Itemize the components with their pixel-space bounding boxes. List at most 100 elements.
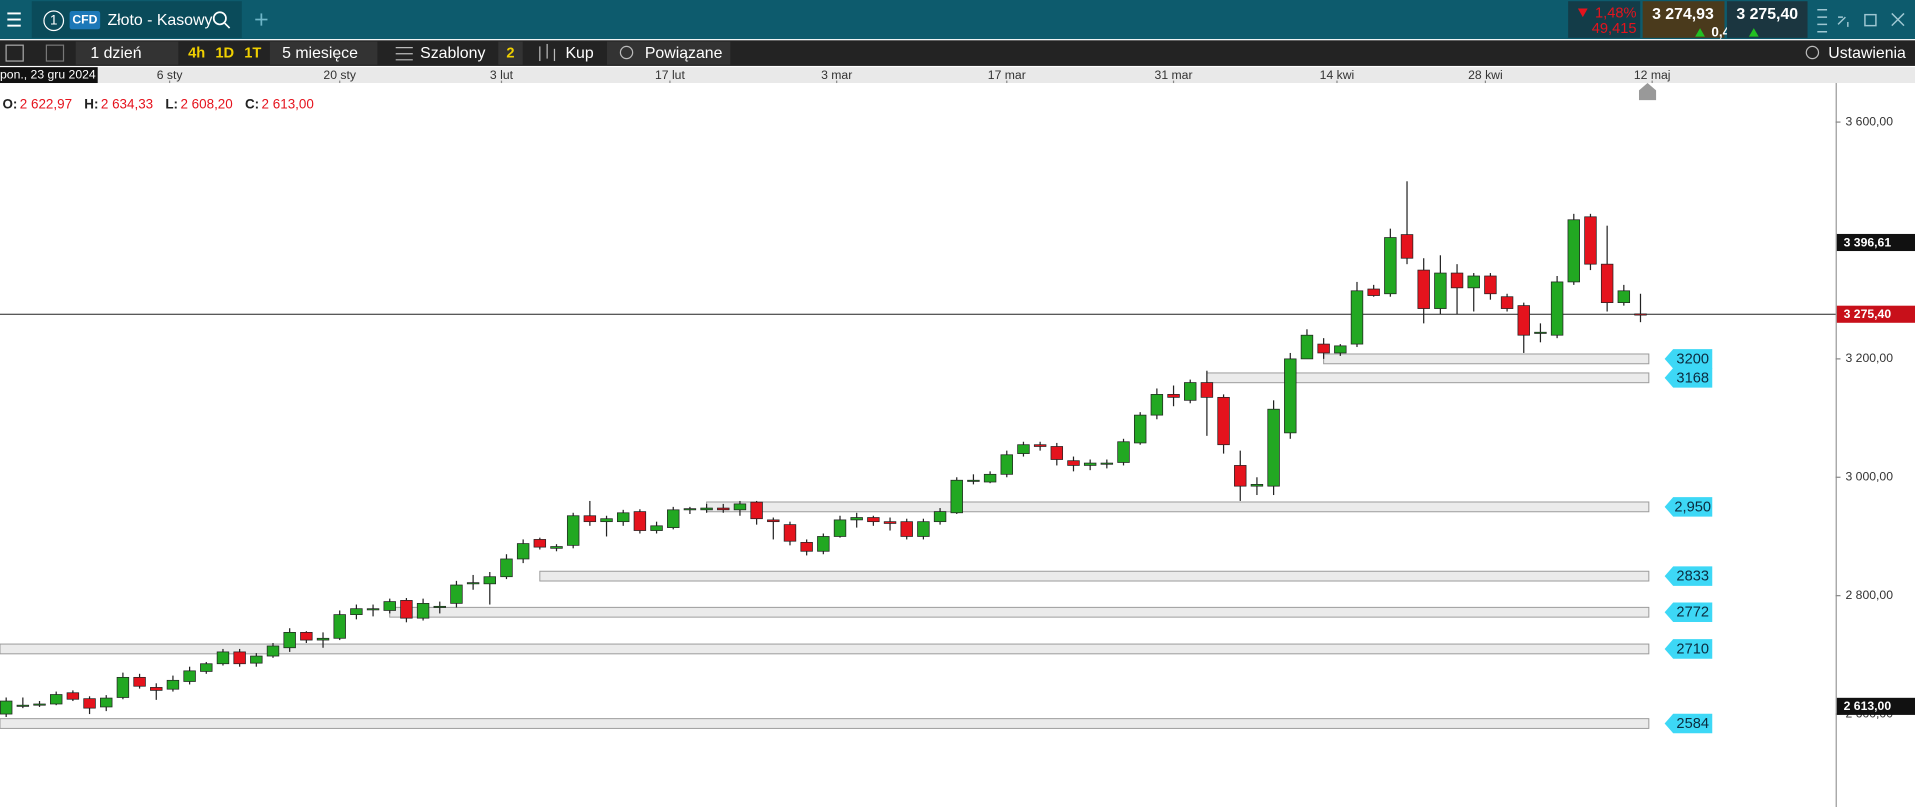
- price-marker: [1836, 233, 1915, 252]
- count-box[interactable]: [498, 41, 523, 65]
- price-axis: [1835, 83, 1915, 807]
- candle-body: [500, 558, 513, 578]
- list-icon[interactable]: [5, 44, 24, 62]
- candle-body: [0, 700, 13, 715]
- candle-body: [633, 511, 647, 531]
- x-tick-label: 12 maj: [1634, 68, 1671, 82]
- templates-icon[interactable]: [395, 47, 413, 61]
- now-marker[interactable]: [1638, 83, 1657, 101]
- x-tick-label: 6 sty: [157, 68, 184, 82]
- add-tab[interactable]: [255, 13, 268, 26]
- candle-body: [533, 539, 547, 548]
- templates[interactable]: Szablony: [420, 45, 485, 62]
- candle-body: [350, 608, 363, 615]
- buy-icon[interactable]: [539, 43, 556, 62]
- candle-body: [1167, 394, 1180, 398]
- candle-body: [1083, 462, 1097, 466]
- candle-body: [1184, 382, 1197, 401]
- candle-body: [900, 521, 913, 537]
- buy[interactable]: Kup: [565, 45, 593, 62]
- price-marker: [1836, 697, 1915, 715]
- candle-body: [983, 473, 997, 483]
- candle-body: [1284, 358, 1297, 434]
- related-icon: [619, 45, 634, 60]
- legend-label: H:: [84, 97, 98, 112]
- tab-number: 1: [50, 12, 57, 27]
- candle-body: [867, 517, 880, 523]
- candle-body: [1100, 462, 1114, 465]
- quick-interval[interactable]: 1T: [244, 46, 261, 62]
- candle-body: [783, 524, 797, 542]
- range[interactable]: 5 miesięce: [282, 45, 358, 62]
- candle-body: [450, 584, 463, 604]
- search-icon[interactable]: [212, 11, 231, 29]
- candle-body: [383, 601, 396, 611]
- candle-body: [1417, 269, 1430, 309]
- candle-body: [1000, 454, 1013, 475]
- candle-body: [883, 521, 897, 524]
- layout-icon[interactable]: [45, 44, 65, 62]
- candle-body: [1200, 382, 1214, 398]
- instrument-tab[interactable]: [31, 1, 242, 38]
- date-axis: [0, 67, 1915, 84]
- candle-body: [283, 632, 296, 649]
- y-tick-label: 2 800,00: [1845, 588, 1893, 602]
- related[interactable]: Powiązane: [645, 45, 723, 62]
- candle-body: [16, 704, 30, 707]
- zone-label: 2584: [1676, 716, 1709, 732]
- candle-body: [516, 543, 530, 560]
- candle-body: [483, 576, 497, 585]
- settings-icon[interactable]: [1805, 45, 1820, 60]
- candle-body: [1400, 234, 1414, 259]
- legend-value: 2 608,20: [180, 97, 232, 112]
- candle-body: [600, 518, 613, 523]
- x-tick-label: 17 lut: [655, 68, 685, 82]
- change-pct: 1,48%: [1595, 5, 1637, 21]
- interval[interactable]: 1 dzień: [90, 45, 141, 62]
- candle-body: [1267, 408, 1280, 487]
- bid-box[interactable]: [1642, 1, 1725, 38]
- settings[interactable]: Ustawienia: [1828, 45, 1906, 62]
- legend-value: 2 634,33: [101, 97, 153, 112]
- zone-label: 3200: [1676, 351, 1709, 367]
- x-tick-label: 20 sty: [323, 68, 356, 82]
- candle-body: [1033, 444, 1047, 447]
- candle-body: [1217, 396, 1230, 446]
- candle-body: [266, 645, 280, 657]
- support-zone: [706, 501, 1650, 513]
- candle-body: [1584, 216, 1597, 265]
- interval-button[interactable]: [75, 41, 179, 65]
- up-arrow: [1748, 28, 1759, 37]
- x-tick-label: 31 mar: [1155, 68, 1193, 82]
- support-zone: [0, 718, 1650, 729]
- candle-body: [33, 703, 46, 706]
- candle-body: [1450, 272, 1464, 289]
- candle-body: [750, 501, 763, 520]
- window-icons[interactable]: [1817, 9, 1905, 33]
- range-button[interactable]: [269, 41, 378, 65]
- candle-body: [617, 512, 630, 523]
- candle-body: [1634, 313, 1647, 316]
- related-button[interactable]: [606, 41, 731, 65]
- candle-body: [1067, 460, 1080, 466]
- price-marker-label: 3 396,61: [1844, 235, 1892, 249]
- support-zone: [1323, 353, 1650, 365]
- ask-box[interactable]: [1726, 1, 1808, 38]
- menu-icon[interactable]: [7, 12, 21, 27]
- y-tick-label: 3 000,00: [1845, 469, 1893, 483]
- count[interactable]: 2: [506, 46, 514, 62]
- zone-tag: [1664, 566, 1713, 586]
- zone-label: 2833: [1676, 569, 1709, 585]
- candle-body: [216, 651, 230, 665]
- quick-interval[interactable]: 1D: [215, 46, 234, 62]
- candle-body: [1500, 296, 1514, 309]
- candle-body: [1317, 343, 1330, 354]
- y-tick-label: 3 600,00: [1845, 114, 1893, 128]
- zone-label: 2710: [1676, 641, 1709, 657]
- candle-body: [300, 632, 313, 641]
- down-arrow: [1577, 8, 1588, 18]
- candle-body: [49, 694, 63, 705]
- quick-interval[interactable]: 4h: [188, 46, 205, 62]
- candle-body: [183, 670, 196, 682]
